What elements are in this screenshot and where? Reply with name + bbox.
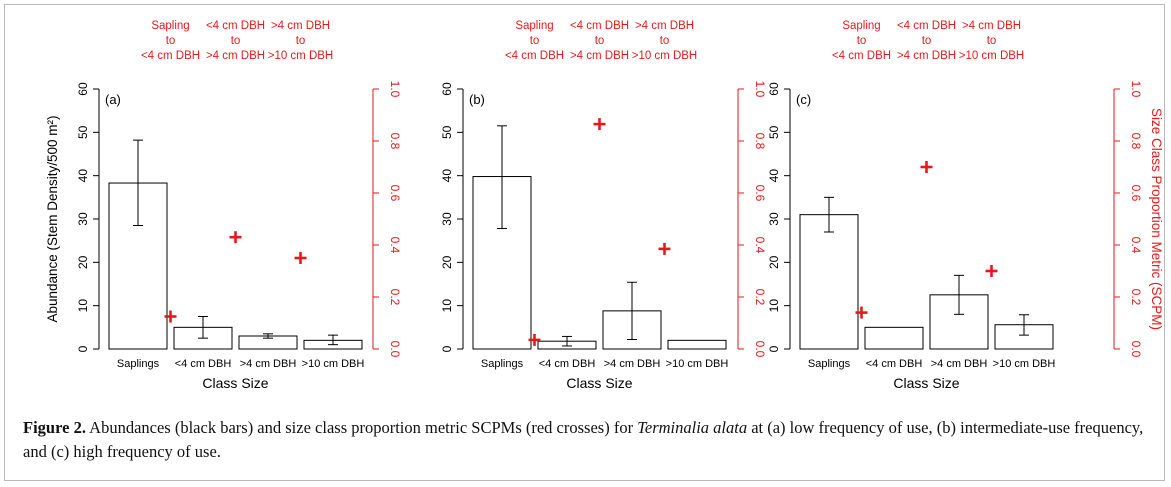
right-y-tick-label: 1.0 bbox=[753, 81, 767, 98]
right-y-tick-label: 0.4 bbox=[753, 237, 767, 254]
transition-label: >10 cm DBH bbox=[959, 50, 1025, 62]
left-y-tick-label: 0 bbox=[76, 345, 90, 352]
transition-label: to bbox=[922, 35, 932, 47]
transition-label: to bbox=[987, 35, 997, 47]
transition-label: to bbox=[166, 35, 176, 47]
figure-caption: Figure 2. Abundances (black bars) and si… bbox=[23, 416, 1158, 464]
transition-label: Sapling bbox=[515, 20, 553, 32]
right-y-tick-label: 0.2 bbox=[1129, 289, 1143, 306]
right-y-tick-label: 0.4 bbox=[1129, 237, 1143, 254]
category-label: Saplings bbox=[808, 358, 851, 370]
right-y-tick-label: 1.0 bbox=[388, 81, 402, 98]
left-y-tick-label: 30 bbox=[767, 212, 781, 226]
transition-label: >4 cm DBH bbox=[962, 20, 1021, 32]
left-y-tick-label: 40 bbox=[440, 169, 454, 183]
right-y-tick-label: 0.6 bbox=[1129, 185, 1143, 202]
left-y-tick-label: 10 bbox=[767, 299, 781, 313]
transition-label: <4 cm DBH bbox=[206, 20, 265, 32]
right-y-tick-label: 0.2 bbox=[753, 289, 767, 306]
category-label: Saplings bbox=[481, 358, 524, 370]
caption-species: Terminalia alata bbox=[637, 418, 748, 437]
transition-label: Sapling bbox=[151, 20, 189, 32]
left-y-tick-label: 20 bbox=[767, 255, 781, 269]
category-label: >4 cm DBH bbox=[931, 358, 988, 370]
caption-text-after: at (a) low frequency of use, (b) interme… bbox=[23, 418, 1144, 461]
caption-label: Figure 2. bbox=[23, 418, 86, 437]
right-y-tick-label: 0.8 bbox=[388, 133, 402, 150]
transition-label: to bbox=[595, 35, 605, 47]
left-y-tick-label: 10 bbox=[440, 299, 454, 313]
transition-label: >4 cm DBH bbox=[897, 50, 956, 62]
x-axis-label: Class Size bbox=[566, 375, 632, 391]
bar bbox=[667, 339, 727, 350]
transition-label: to bbox=[296, 35, 306, 47]
category-label: <4 cm DBH bbox=[866, 358, 923, 370]
left-y-tick-label: 10 bbox=[76, 299, 90, 313]
left-y-tick-label: 60 bbox=[440, 82, 454, 96]
left-y-tick-label: 60 bbox=[76, 82, 90, 96]
right-y-tick-label: 0.0 bbox=[388, 341, 402, 358]
category-label: >10 cm DBH bbox=[993, 358, 1056, 370]
figure-frame: 0 10 20 30 40 50 60 0.0 0.2 0.4 0.6 0.8 1.0 (a) Saplin… bbox=[4, 4, 1165, 481]
left-y-tick-label: 50 bbox=[767, 125, 781, 139]
left-y-axis-title: Abundance (Stem Density/500 m²) bbox=[45, 115, 60, 322]
panel-label: (b) bbox=[469, 92, 485, 107]
transition-label: >10 cm DBH bbox=[632, 50, 698, 62]
left-y-tick-label: 40 bbox=[767, 169, 781, 183]
transition-label: <4 cm DBH bbox=[570, 20, 629, 32]
bar bbox=[864, 326, 924, 350]
x-axis-label: Class Size bbox=[893, 375, 959, 391]
category-label: <4 cm DBH bbox=[539, 358, 596, 370]
transition-label: Sapling bbox=[842, 20, 880, 32]
left-y-tick-label: 0 bbox=[440, 345, 454, 352]
left-y-tick-label: 50 bbox=[440, 125, 454, 139]
left-y-tick-label: 20 bbox=[440, 255, 454, 269]
transition-label: <4 cm DBH bbox=[832, 50, 891, 62]
transition-label: >4 cm DBH bbox=[635, 20, 694, 32]
left-y-tick-label: 30 bbox=[440, 212, 454, 226]
left-y-tick-label: 0 bbox=[767, 345, 781, 352]
left-y-tick-label: 50 bbox=[76, 125, 90, 139]
category-label: <4 cm DBH bbox=[175, 358, 232, 370]
category-label: Saplings bbox=[117, 358, 160, 370]
transition-label: >4 cm DBH bbox=[206, 50, 265, 62]
panel-label: (c) bbox=[796, 92, 811, 107]
transition-label: to bbox=[530, 35, 540, 47]
left-y-tick-label: 20 bbox=[76, 255, 90, 269]
transition-label: >10 cm DBH bbox=[268, 50, 334, 62]
category-label: >10 cm DBH bbox=[302, 358, 365, 370]
transition-label: to bbox=[660, 35, 670, 47]
transition-label: >4 cm DBH bbox=[570, 50, 629, 62]
figure-plot: 0 10 20 30 40 50 60 0.0 0.2 0.4 0.6 0.8 1.0 (a) Saplin… bbox=[45, 20, 1164, 391]
left-y-tick-label: 30 bbox=[76, 212, 90, 226]
right-y-tick-label: 0.4 bbox=[388, 237, 402, 254]
transition-label: to bbox=[857, 35, 867, 47]
transition-label: to bbox=[231, 35, 241, 47]
transition-label: >4 cm DBH bbox=[271, 20, 330, 32]
right-y-tick-label: 0.6 bbox=[753, 185, 767, 202]
caption-text-before: Abundances (black bars) and size class p… bbox=[85, 418, 638, 437]
x-axis-label: Class Size bbox=[202, 375, 268, 391]
right-y-tick-label: 0.8 bbox=[1129, 133, 1143, 150]
category-label: >4 cm DBH bbox=[240, 358, 297, 370]
transition-label: <4 cm DBH bbox=[141, 50, 200, 62]
left-y-tick-label: 40 bbox=[76, 169, 90, 183]
right-y-tick-label: 0.8 bbox=[753, 133, 767, 150]
transition-label: <4 cm DBH bbox=[897, 20, 956, 32]
bar bbox=[799, 214, 859, 350]
right-y-axis-title: Size Class Proportion Metric (SCPM) bbox=[1149, 108, 1164, 330]
category-label: >4 cm DBH bbox=[604, 358, 661, 370]
panel-label: (a) bbox=[105, 92, 121, 107]
transition-label: <4 cm DBH bbox=[505, 50, 564, 62]
right-y-tick-label: 0.0 bbox=[753, 341, 767, 358]
right-y-tick-label: 0.2 bbox=[388, 289, 402, 306]
right-y-tick-label: 0.6 bbox=[388, 185, 402, 202]
category-label: >10 cm DBH bbox=[666, 358, 729, 370]
left-y-tick-label: 60 bbox=[767, 82, 781, 96]
right-y-tick-label: 1.0 bbox=[1129, 81, 1143, 98]
right-y-tick-label: 0.0 bbox=[1129, 341, 1143, 358]
